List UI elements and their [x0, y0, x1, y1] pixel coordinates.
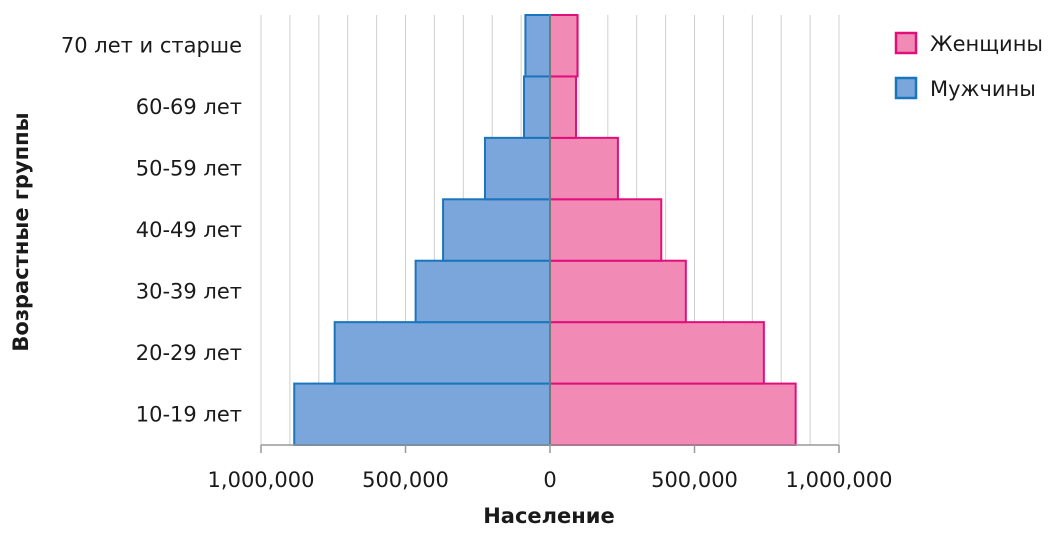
bar-female-0 — [549, 382, 797, 447]
category-labels: 10-19 лет 20-29 лет 30-39 лет 40-49 лет 50-5… — [61, 34, 242, 427]
category-label: 10-19 лет — [136, 402, 242, 426]
bar-male-0 — [293, 382, 551, 447]
bar-male-2 — [414, 259, 551, 324]
x-axis-title: Население — [483, 504, 615, 528]
x-tick-label: 0 — [543, 468, 556, 492]
bar-male-3 — [442, 198, 552, 262]
legend-swatch — [894, 76, 918, 100]
axes — [260, 15, 840, 453]
bar-female-4 — [549, 136, 619, 201]
bar-female-3 — [549, 198, 663, 262]
x-tick-label: 1,000,000 — [786, 468, 893, 492]
legend-swatch — [894, 31, 918, 55]
category-label: 60-69 лет — [136, 95, 242, 119]
category-label: 30-39 лет — [136, 279, 242, 303]
x-tick-label: 1,000,000 — [208, 468, 315, 492]
bar-female-2 — [549, 259, 687, 324]
bar-female-6 — [549, 14, 579, 78]
bar-female-1 — [549, 321, 765, 385]
category-label: 50-59 лет — [136, 157, 242, 181]
y-axis-title: Возрастные группы — [9, 112, 33, 351]
bar-male-5 — [522, 75, 551, 139]
bar-male-6 — [524, 14, 551, 78]
category-label: 20-29 лет — [136, 341, 242, 365]
bars — [293, 14, 797, 447]
x-tick-labels: 1,000,000 500,000 0 500,000 1,000,000 — [208, 468, 893, 492]
legend-label: Мужчины — [930, 77, 1036, 101]
legend: Женщины Мужчины — [894, 31, 1043, 101]
x-tick-label: 500,000 — [362, 468, 449, 492]
bar-male-1 — [333, 321, 551, 385]
x-tick-label: 500,000 — [651, 468, 738, 492]
category-label: 40-49 лет — [136, 218, 242, 242]
category-label: 70 лет и старше — [61, 34, 242, 58]
bar-female-5 — [549, 75, 578, 139]
legend-label: Женщины — [930, 32, 1043, 56]
bar-male-4 — [483, 136, 552, 201]
